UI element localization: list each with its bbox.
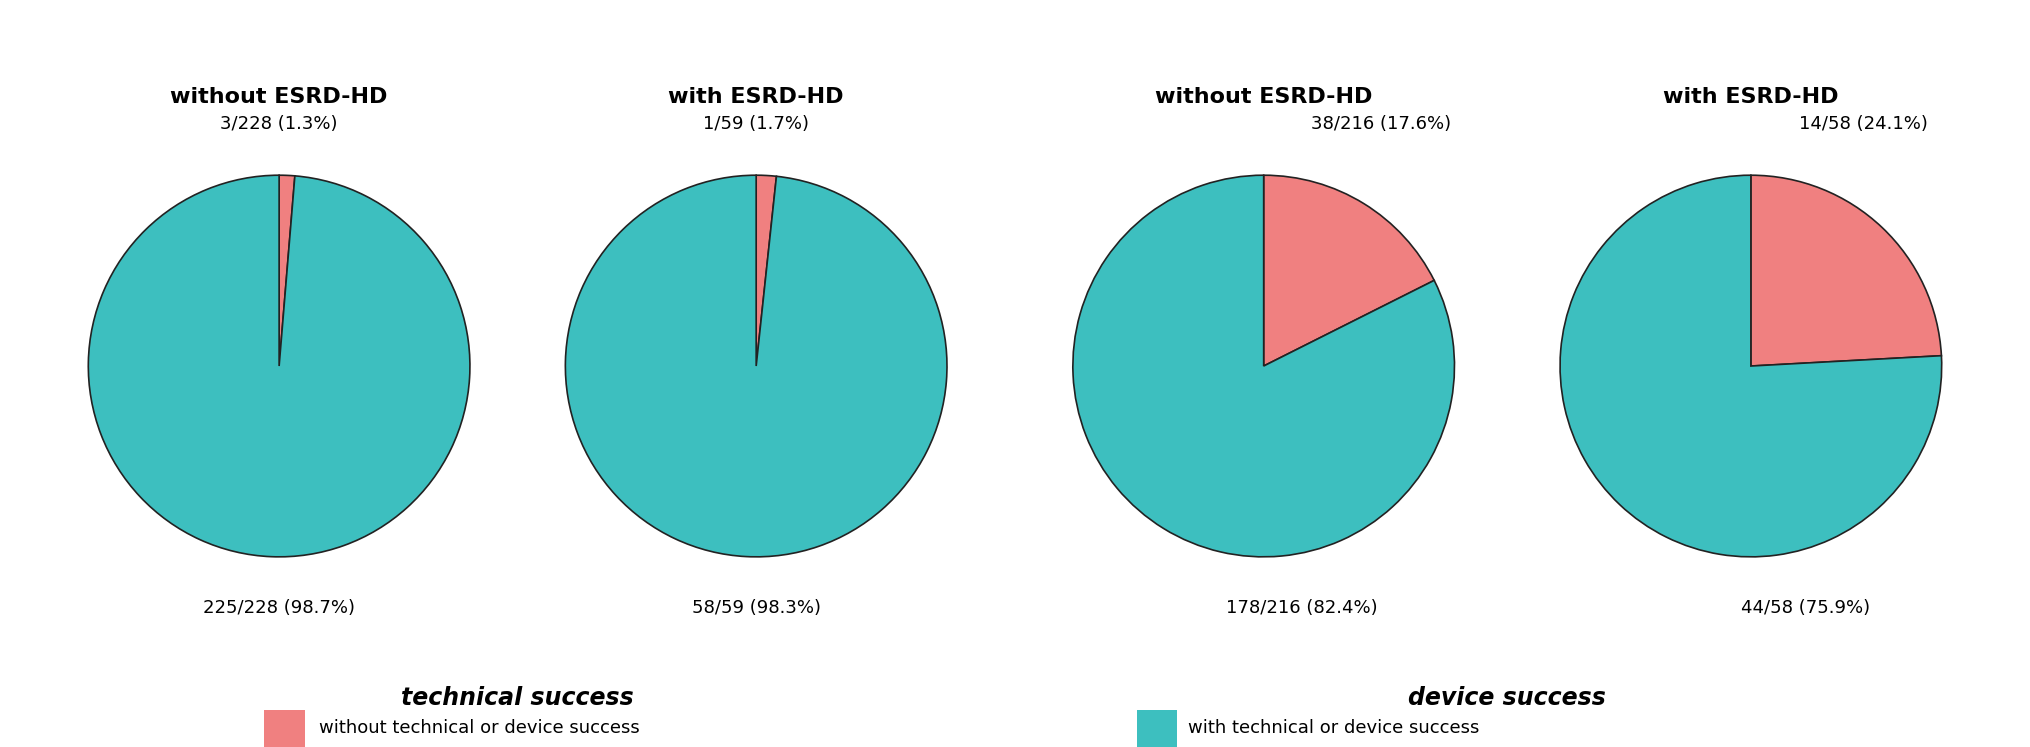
Title: without ESRD-HD: without ESRD-HD (1155, 87, 1372, 107)
Text: technical success: technical success (402, 686, 633, 710)
Text: without technical or device success: without technical or device success (319, 719, 639, 737)
Text: with technical or device success: with technical or device success (1188, 719, 1480, 737)
Wedge shape (1263, 176, 1435, 366)
Title: with ESRD-HD: with ESRD-HD (668, 87, 844, 107)
Wedge shape (1561, 176, 1941, 557)
Text: 38/216 (17.6%): 38/216 (17.6%) (1311, 115, 1451, 133)
Text: 3/228 (1.3%): 3/228 (1.3%) (221, 115, 337, 133)
Text: 14/58 (24.1%): 14/58 (24.1%) (1799, 115, 1926, 133)
Text: 178/216 (82.4%): 178/216 (82.4%) (1226, 599, 1376, 617)
Title: with ESRD-HD: with ESRD-HD (1663, 87, 1839, 107)
Wedge shape (87, 176, 469, 557)
Wedge shape (755, 176, 775, 366)
Wedge shape (1750, 176, 1941, 366)
Wedge shape (1074, 176, 1453, 557)
Title: without ESRD-HD: without ESRD-HD (171, 87, 388, 107)
Text: 58/59 (98.3%): 58/59 (98.3%) (692, 599, 820, 617)
Text: device success: device success (1409, 686, 1606, 710)
Text: 225/228 (98.7%): 225/228 (98.7%) (203, 599, 355, 617)
Wedge shape (278, 176, 294, 366)
Text: 44/58 (75.9%): 44/58 (75.9%) (1742, 599, 1870, 617)
Text: 1/59 (1.7%): 1/59 (1.7%) (702, 115, 810, 133)
Wedge shape (566, 176, 946, 557)
